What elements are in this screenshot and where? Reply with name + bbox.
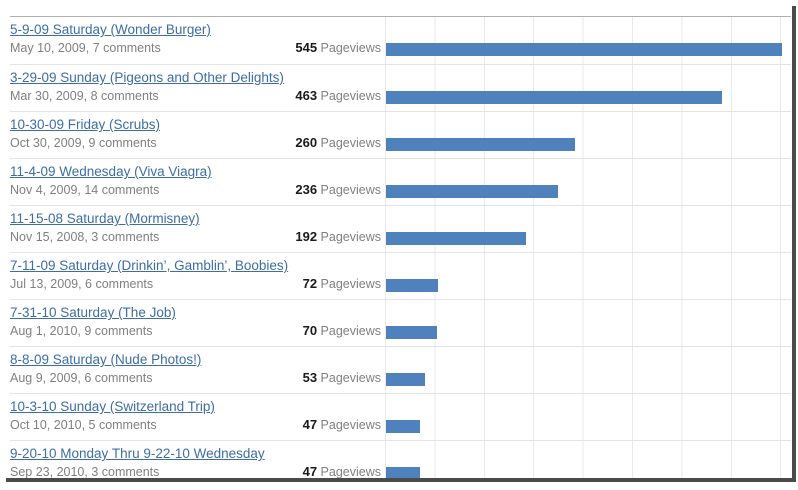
bar-chart-cell — [385, 347, 792, 393]
screenshot-frame: 5-9-09 Saturday (Wonder Burger) May 10, … — [10, 16, 792, 478]
pageview-unit-label: Pageviews — [320, 230, 381, 244]
bar-chart-cell — [385, 206, 792, 252]
pageview-unit-label: Pageviews — [320, 136, 381, 150]
post-row: 7-31-10 Saturday (The Job) Aug 1, 2010, … — [10, 299, 792, 346]
post-row: 10-30-09 Friday (Scrubs) Oct 30, 2009, 9… — [10, 111, 792, 158]
bar-chart-cell — [385, 441, 792, 478]
pageview-unit-label: Pageviews — [320, 41, 381, 55]
pageviews-readout: 72 Pageviews — [303, 276, 381, 291]
post-title-link[interactable]: 5-9-09 Saturday (Wonder Burger) — [10, 22, 211, 37]
bar-chart-cell — [385, 65, 792, 111]
post-meta: Oct 10, 2010, 5 comments — [10, 418, 157, 432]
post-title-link[interactable]: 11-4-09 Wednesday (Viva Viagra) — [10, 164, 212, 179]
pageviews-readout: 70 Pageviews — [303, 323, 381, 338]
post-meta: Nov 15, 2008, 3 comments — [10, 230, 160, 244]
bar-chart-cell — [385, 300, 792, 346]
post-title-link[interactable]: 11-15-08 Saturday (Mormisney) — [10, 211, 200, 226]
bar-chart-cell — [385, 253, 792, 299]
pageview-bar — [386, 232, 526, 245]
post-row: 8-8-09 Saturday (Nude Photos!) Aug 9, 20… — [10, 346, 792, 393]
post-row: 7-11-09 Saturday (Drinkin’, Gamblin’, Bo… — [10, 252, 792, 299]
bar-chart-cell — [385, 112, 792, 158]
pageview-count: 47 — [302, 417, 318, 432]
pageview-count: 70 — [302, 323, 318, 338]
pageview-count: 236 — [295, 182, 318, 197]
pageview-bar — [386, 326, 437, 339]
post-title-link[interactable]: 9-20-10 Monday Thru 9-22-10 Wednesday — [10, 446, 265, 461]
post-title-link[interactable]: 10-30-09 Friday (Scrubs) — [10, 117, 161, 132]
pageview-unit-label: Pageviews — [320, 418, 381, 432]
post-meta: Nov 4, 2009, 14 comments — [10, 183, 160, 197]
pageview-bar — [386, 91, 723, 104]
post-title-link[interactable]: 3-29-09 Sunday (Pigeons and Other Deligh… — [10, 70, 284, 85]
post-row: 11-4-09 Wednesday (Viva Viagra) Nov 4, 2… — [10, 158, 792, 205]
pageviews-readout: 47 Pageviews — [303, 464, 381, 478]
pageview-unit-label: Pageviews — [320, 465, 381, 478]
pageview-bar — [386, 43, 782, 56]
bar-chart-cell — [385, 159, 792, 205]
pageview-unit-label: Pageviews — [320, 277, 381, 291]
pageview-count: 47 — [302, 464, 318, 478]
pageviews-readout: 236 Pageviews — [295, 182, 381, 197]
pageviews-readout: 53 Pageviews — [303, 370, 381, 385]
post-title-link[interactable]: 10-3-10 Sunday (Switzerland Trip) — [10, 399, 215, 414]
pageviews-readout: 545 Pageviews — [295, 40, 381, 55]
pageview-unit-label: Pageviews — [320, 89, 381, 103]
post-row: 10-3-10 Sunday (Switzerland Trip) Oct 10… — [10, 393, 792, 440]
post-meta: May 10, 2009, 7 comments — [10, 41, 161, 55]
pageview-bar — [386, 420, 421, 433]
bar-chart-cell — [385, 394, 792, 440]
pageview-bar — [386, 185, 558, 198]
pageview-bar — [386, 279, 439, 292]
post-title-link[interactable]: 8-8-09 Saturday (Nude Photos!) — [10, 352, 202, 367]
post-row: 5-9-09 Saturday (Wonder Burger) May 10, … — [10, 17, 792, 64]
pageview-unit-label: Pageviews — [320, 371, 381, 385]
post-meta: Jul 13, 2009, 6 comments — [10, 277, 154, 291]
post-title-link[interactable]: 7-31-10 Saturday (The Job) — [10, 305, 176, 320]
pageview-count: 545 — [295, 40, 318, 55]
post-meta: Sep 23, 2010, 3 comments — [10, 465, 160, 478]
post-title-link[interactable]: 7-11-09 Saturday (Drinkin’, Gamblin’, Bo… — [10, 258, 289, 273]
pageviews-readout: 463 Pageviews — [295, 88, 381, 103]
pageview-bar — [386, 467, 421, 478]
post-meta: Aug 9, 2009, 6 comments — [10, 371, 153, 385]
post-row: 3-29-09 Sunday (Pigeons and Other Deligh… — [10, 64, 792, 111]
pageview-count: 463 — [295, 88, 318, 103]
post-meta: Oct 30, 2009, 9 comments — [10, 136, 157, 150]
pageviews-readout: 192 Pageviews — [295, 229, 381, 244]
pageview-stats-list: 5-9-09 Saturday (Wonder Burger) May 10, … — [10, 16, 792, 478]
pageview-unit-label: Pageviews — [320, 324, 381, 338]
pageview-count: 53 — [302, 370, 318, 385]
pageviews-readout: 260 Pageviews — [295, 135, 381, 150]
post-row: 9-20-10 Monday Thru 9-22-10 Wednesday Se… — [10, 440, 792, 478]
post-meta: Mar 30, 2009, 8 comments — [10, 89, 159, 103]
bar-chart-cell — [385, 17, 792, 64]
pageview-bar — [386, 138, 575, 151]
pageview-count: 260 — [295, 135, 318, 150]
post-meta: Aug 1, 2010, 9 comments — [10, 324, 153, 338]
pageviews-readout: 47 Pageviews — [303, 417, 381, 432]
post-row: 11-15-08 Saturday (Mormisney) Nov 15, 20… — [10, 205, 792, 252]
pageview-unit-label: Pageviews — [320, 183, 381, 197]
pageview-count: 192 — [295, 229, 318, 244]
pageview-count: 72 — [302, 276, 318, 291]
pageview-bar — [386, 373, 425, 386]
